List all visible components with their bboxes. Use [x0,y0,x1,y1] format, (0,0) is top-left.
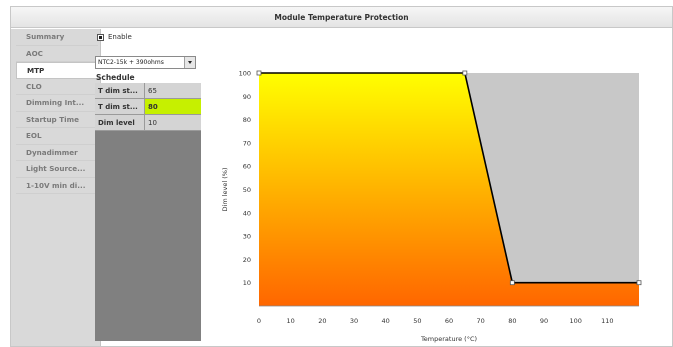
y-tick-label: 80 [243,116,251,124]
curve-point-handle[interactable] [636,280,642,286]
chevron-down-icon[interactable] [184,57,195,68]
x-tick-label: 110 [601,317,613,325]
sidebar-item-dimming-int[interactable]: Dimming Int... [16,95,98,112]
schedule-row-label: T dim st... [95,99,145,114]
sidebar-item-startup-time[interactable]: Startup Time [16,111,98,128]
x-tick-label: 10 [287,317,295,325]
sidebar-item-light-source[interactable]: Light Source... [16,161,98,178]
x-tick-label: 90 [540,317,548,325]
x-tick-label: 0 [257,317,261,325]
y-tick-label: 100 [239,70,251,78]
schedule-row-value[interactable]: 80 [145,99,201,114]
panel-title: Module Temperature Protection [11,7,672,28]
schedule-row: T dim st... 65 [95,83,201,99]
sidebar-item-eol[interactable]: EOL [16,128,98,145]
sidebar: Summary AOC MTP CLO Dimming Int... Startup Ti… [11,29,101,346]
sidebar-item-aoc[interactable]: AOC [16,45,98,62]
x-tick-label: 60 [445,317,453,325]
ntc-select-value: NTC2-15k + 390ohms [98,59,164,66]
x-tick-label: 20 [318,317,326,325]
x-tick-label: 80 [508,317,516,325]
dim-curve-line [259,72,639,284]
curve-point-handle[interactable] [462,70,468,76]
sidebar-item-mtp[interactable]: MTP [16,62,101,79]
x-tick-label: 70 [477,317,485,325]
schedule-title: Schedule [96,73,135,82]
schedule-table: T dim st... 65 T dim st... 80 Dim level 10 [95,83,201,341]
curve-point-handle[interactable] [509,280,515,286]
ntc-select[interactable]: NTC2-15k + 390ohms [95,56,196,69]
enable-checkbox[interactable] [97,33,104,41]
x-tick-label: 50 [413,317,421,325]
sidebar-item-1-10v-min-di[interactable]: 1-10V min di... [16,177,98,194]
schedule-row-value[interactable]: 10 [145,115,201,130]
y-tick-label: 30 [243,233,251,241]
y-axis-label: Dim level (%) [221,168,229,212]
chart-svg: 10 20 30 40 50 60 70 80 90 100 0 10 20 30 40 50 60 70 80 90… [221,70,642,343]
sidebar-item-summary[interactable]: Summary [16,29,98,46]
schedule-row-value[interactable]: 65 [145,83,201,98]
schedule-row: T dim st... 80 [95,99,201,115]
schedule-row: Dim level 10 [95,115,201,131]
curve-point-handle[interactable] [256,70,262,76]
sidebar-item-clo[interactable]: CLO [16,78,98,95]
y-tick-label: 40 [243,209,251,217]
y-tick-label: 70 [243,139,251,147]
x-tick-label: 40 [382,317,390,325]
x-tick-label: 100 [569,317,581,325]
enable-row[interactable]: Enable [97,33,132,41]
sidebar-item-dynadimmer[interactable]: Dynadimmer [16,144,98,161]
schedule-row-label: T dim st... [95,83,145,98]
dim-level-chart: 10 20 30 40 50 60 70 80 90 100 0 10 20 30 40 50 60 70 80 90… [210,62,673,347]
enable-label: Enable [108,33,132,41]
y-tick-label: 60 [243,163,251,171]
x-tick-label: 30 [350,317,358,325]
y-tick-label: 50 [243,186,251,194]
dim-curve-area [259,73,639,306]
y-tick-label: 20 [243,256,251,264]
x-axis-label: Temperature (°C) [420,335,477,343]
y-tick-label: 90 [243,93,251,101]
y-tick-label: 10 [243,279,251,287]
schedule-row-label: Dim level [95,115,145,130]
